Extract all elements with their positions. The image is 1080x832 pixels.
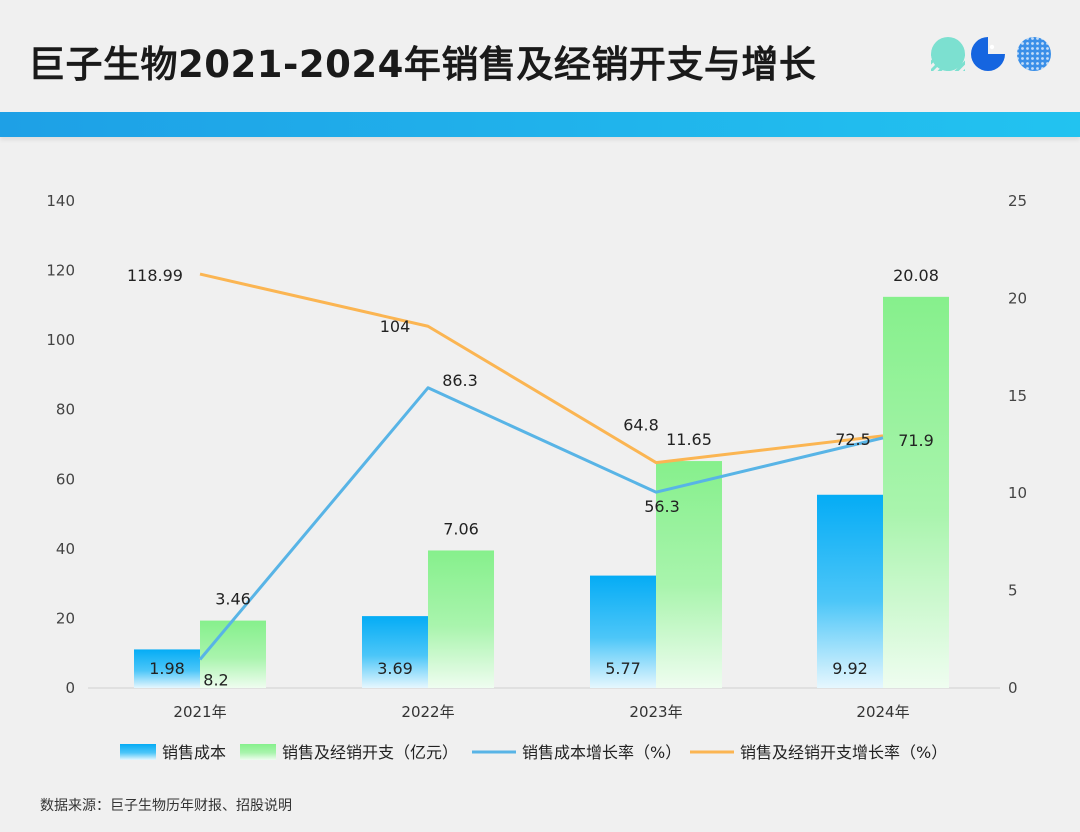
- bar-sales-expense: [200, 620, 266, 688]
- y-left-tick-label: 0: [65, 679, 75, 697]
- bar-sales-expense: [428, 550, 494, 688]
- y-left-tick-label: 140: [46, 192, 75, 210]
- legend-label-expense-growth: 销售及经销开支增长率（%）: [740, 743, 947, 762]
- legend-swatch-sales-expense: [240, 744, 276, 760]
- bar-sales-expense-label: 11.65: [666, 430, 712, 449]
- y-left-tick-label: 20: [56, 609, 75, 627]
- line-sales-expense-growth-label: 104: [380, 317, 411, 336]
- bar-sales-cost-label: 9.92: [832, 659, 868, 678]
- line-sales-expense-growth-label: 118.99: [127, 266, 183, 285]
- y-left-tick-label: 60: [56, 470, 75, 488]
- line-sales-cost-growth-label: 56.3: [644, 497, 680, 516]
- line-sales-expense-growth: [199, 272, 884, 465]
- bar-sales-expense-label: 3.46: [215, 590, 251, 609]
- bar-sales-cost: [134, 649, 200, 688]
- data-source-note: 数据来源：巨子生物历年财报、招股说明: [40, 798, 292, 814]
- bar-sales-cost-label: 3.69: [377, 659, 413, 678]
- line-sales-cost-growth-label: 86.3: [442, 371, 478, 390]
- line-sales-expense-growth-label: 64.8: [623, 416, 659, 435]
- page-title: 巨子生物2021-2024年销售及经销开支与增长: [28, 43, 817, 86]
- bar-sales-expense: [883, 296, 949, 688]
- y-left-tick-label: 80: [56, 401, 75, 419]
- x-tick-label: 2024年: [856, 703, 909, 721]
- bar-sales-cost: [590, 575, 656, 688]
- header-accent-bar: [0, 112, 1080, 137]
- x-tick-label: 2021年: [173, 703, 226, 721]
- brand-logo-icon: [931, 37, 1051, 71]
- x-tick-label: 2023年: [629, 703, 682, 721]
- y-left-tick-label: 120: [46, 262, 75, 280]
- y-right-tick-label: 0: [1008, 679, 1018, 697]
- bar-sales-expense-label: 7.06: [443, 519, 479, 538]
- bar-sales-cost-label: 1.98: [149, 659, 185, 678]
- y-right-tick-label: 10: [1008, 484, 1027, 502]
- legend-label-sales-expense: 销售及经销开支（亿元）: [282, 743, 458, 762]
- line-sales-cost-growth-label: 8.2: [203, 670, 228, 689]
- y-right-tick-label: 5: [1008, 582, 1018, 600]
- bar-sales-cost: [817, 494, 883, 688]
- y-left-tick-label: 40: [56, 540, 75, 558]
- bar-sales-expense: [656, 461, 722, 688]
- y-right-tick-label: 20: [1008, 289, 1027, 307]
- y-right-tick-label: 15: [1008, 387, 1027, 405]
- bar-sales-cost-label: 5.77: [605, 659, 641, 678]
- line-sales-expense-growth-label: 72.5: [835, 430, 871, 449]
- y-left-tick-label: 100: [46, 331, 75, 349]
- legend-label-sales-cost: 销售成本: [162, 743, 226, 762]
- bar-sales-cost: [362, 616, 428, 688]
- x-tick-label: 2022年: [401, 703, 454, 721]
- bar-sales-expense-label: 20.08: [893, 266, 939, 285]
- legend-label-cost-growth: 销售成本增长率（%）: [522, 743, 681, 762]
- y-right-tick-label: 25: [1008, 192, 1027, 210]
- legend-swatch-sales-cost: [120, 744, 156, 760]
- line-sales-cost-growth: [198, 386, 884, 661]
- line-sales-cost-growth-label: 71.9: [898, 431, 934, 450]
